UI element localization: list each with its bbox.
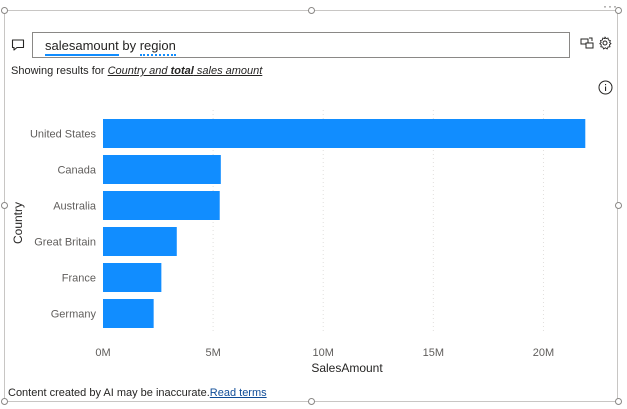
- restatement-bold: total: [170, 65, 194, 77]
- resize-handle-middle-left[interactable]: [1, 202, 8, 209]
- y-tick-label: Germany: [51, 309, 97, 321]
- qa-question-input[interactable]: salesamount by region: [32, 32, 570, 58]
- y-tick-label: France: [62, 273, 96, 285]
- qa-term-by: by: [122, 38, 137, 53]
- bar-germany[interactable]: [103, 299, 154, 328]
- restatement-part2: sales amount: [193, 65, 263, 77]
- y-tick-label: Australia: [53, 201, 97, 213]
- y-tick-label: Canada: [57, 165, 96, 177]
- qa-term-region: region: [139, 38, 176, 56]
- read-terms-link[interactable]: Read terms: [209, 387, 267, 399]
- more-options-icon[interactable]: ···: [603, 0, 618, 13]
- y-axis-title: Country: [11, 202, 25, 244]
- resize-handle-top-center[interactable]: [308, 7, 315, 14]
- x-tick-label: 10M: [313, 347, 334, 359]
- bar-france[interactable]: [103, 263, 162, 292]
- x-axis-title: SalesAmount: [311, 361, 383, 375]
- y-tick-label: Great Britain: [34, 237, 96, 249]
- showing-results-text: Showing results for Country and total sa…: [11, 65, 262, 77]
- disclaimer-text: Content created by AI may be inaccurate.: [8, 387, 210, 399]
- qa-question-text: salesamount by region: [45, 38, 176, 56]
- speech-bubble-icon[interactable]: [11, 38, 25, 52]
- convert-visual-icon[interactable]: [580, 36, 594, 50]
- x-tick-label: 20M: [533, 347, 554, 359]
- resize-handle-top-left[interactable]: [1, 7, 8, 14]
- bar-united-states[interactable]: [103, 119, 586, 148]
- restatement-part1: Country and: [107, 65, 171, 77]
- qa-term-salesamount: salesamount: [45, 38, 119, 56]
- resize-handle-bottom-right[interactable]: [615, 398, 622, 405]
- showing-prefix: Showing results for: [11, 65, 108, 77]
- resize-handle-bottom-center[interactable]: [308, 398, 315, 405]
- y-tick-label: United States: [30, 129, 97, 141]
- x-tick-label: 15M: [423, 347, 444, 359]
- restatement-link[interactable]: Country and total sales amount: [108, 65, 263, 77]
- bar-australia[interactable]: [103, 191, 220, 220]
- resize-handle-middle-right[interactable]: [615, 202, 622, 209]
- x-tick-label: 5M: [205, 347, 220, 359]
- bar-great-britain[interactable]: [103, 227, 177, 256]
- info-icon[interactable]: [598, 80, 613, 95]
- x-tick-label: 0M: [95, 347, 110, 359]
- resize-handle-top-right[interactable]: [615, 7, 622, 14]
- gear-icon[interactable]: [598, 36, 612, 50]
- bar-canada[interactable]: [103, 155, 221, 184]
- resize-handle-bottom-left[interactable]: [1, 398, 8, 405]
- ai-disclaimer: Content created by AI may be inaccurate.…: [8, 387, 267, 399]
